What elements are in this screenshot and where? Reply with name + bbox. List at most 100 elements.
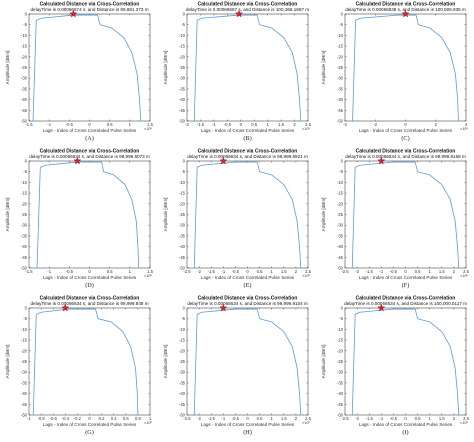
y-tick-label: -25 [179,359,186,364]
y-tick-label: -50 [337,119,344,124]
x-tick-label: -2 [197,269,201,274]
panel-caption: (C) [401,135,409,142]
y-tick-label: -5 [181,22,185,27]
y-tick-label: -5 [339,169,343,174]
x-exponent-label: ×10⁵ [144,127,152,131]
x-tick-label: -0.5 [232,416,240,421]
y-tick-label: -10 [337,33,344,38]
y-tick-label: -10 [337,180,344,185]
series-line [193,308,302,416]
plot-area [186,307,309,416]
x-tick-label: 2 [435,122,438,127]
x-tick-label: 0 [88,269,91,274]
chart-title: Calculated Distance via Cross-Correlatio… [198,2,298,8]
y-tick-label: -10 [21,180,28,185]
y-tick-label: -50 [179,413,186,418]
y-tick-label: -30 [21,370,28,375]
x-tick-label: 1 [266,122,269,127]
chart-panel: Calculated Distance via Cross-Correlatio… [0,147,158,294]
chart-panel: Calculated Distance via Cross-Correlatio… [158,147,316,294]
series-line [351,161,460,269]
y-tick-label: -10 [337,327,344,332]
x-tick-label: 0 [246,269,249,274]
x-tick-label: -0.5 [224,122,232,127]
y-tick-label: -25 [21,359,28,364]
y-tick-label: -35 [337,233,344,238]
peak-marker-star [377,156,386,165]
x-tick-label: 0 [404,122,407,127]
y-tick-label: -45 [337,402,344,407]
y-tick-label: -40 [21,244,28,249]
y-tick-label: -45 [21,255,28,260]
y-tick-label: -15 [337,338,344,343]
y-tick-label: -45 [179,108,186,113]
x-tick-label: -1.5 [208,269,216,274]
x-tick-label: -1 [212,122,216,127]
x-exponent-label: ×10⁵ [460,421,468,425]
x-tick-label: -2 [355,416,359,421]
y-tick-label: -15 [179,191,186,196]
x-tick-label: -0.6 [50,416,58,421]
x-tick-label: 2.5 [463,269,469,274]
series-line [193,14,302,122]
x-tick-label: -1 [379,416,383,421]
plot-area [28,307,151,416]
chart-svg: Calculated Distance via Cross-Correlatio… [163,296,312,437]
x-tick-label: 1 [129,122,132,127]
y-axis-label: Amplitude [dBm] [321,51,326,85]
x-tick-label: -2 [373,122,377,127]
x-tick-label: 0.5 [257,269,263,274]
chart-title: Calculated Distance via Cross-Correlatio… [40,296,140,302]
chart-panel: Calculated Distance via Cross-Correlatio… [158,0,316,147]
y-tick-label: -10 [21,33,28,38]
x-tick-label: 4 [465,122,468,127]
chart-subtitle: delayTime is 0.00066634 s, and Distance … [345,154,466,159]
plot-area [344,160,467,269]
y-tick-label: 0 [341,12,344,17]
chart-panel: Calculated Distance via Cross-Correlatio… [316,294,474,441]
x-tick-label: 0.5 [107,122,113,127]
y-tick-label: -40 [21,97,28,102]
peak-marker-star [235,9,243,18]
x-tick-label: -0.5 [66,269,74,274]
chart-svg: Calculated Distance via Cross-Correlatio… [5,296,152,437]
x-tick-label: -4 [343,122,347,127]
y-tick-label: -35 [179,86,186,91]
y-tick-label: 0 [183,12,186,17]
y-tick-label: -10 [179,33,186,38]
y-tick-label: -15 [21,44,28,49]
y-tick-label: -20 [21,348,28,353]
x-axis-label: Lags - Index of Cross Correlated Pulse S… [359,422,453,427]
x-tick-label: 0 [240,122,243,127]
y-tick-label: -5 [23,22,27,27]
x-tick-label: 2.5 [305,416,311,421]
y-tick-label: -30 [179,76,186,81]
panel-caption: (H) [243,429,252,436]
x-tick-label: -2.5 [183,416,191,421]
y-tick-label: -15 [179,338,186,343]
y-tick-label: 0 [25,159,28,164]
plot-area [186,160,309,269]
x-tick-label: -1 [47,122,51,127]
y-tick-label: -15 [179,44,186,49]
x-axis-label: Lags - Index of Cross Correlated Pulse S… [201,422,295,427]
plot-area [344,13,467,122]
x-tick-label: 2 [453,416,456,421]
chart-subtitle: delayTime is 0.00066634 s, and Distance … [29,154,150,159]
x-axis-label: Lags - Index of Cross Correlated Pulse S… [359,128,453,133]
chart-panel: Calculated Distance via Cross-Correlatio… [0,0,158,147]
chart-subtitle: delayTime is 0.00066634 s, and Distance … [187,154,308,159]
y-tick-label: 0 [25,12,28,17]
plot-area [186,13,309,122]
panel-caption: (E) [244,282,252,289]
y-tick-label: -35 [179,233,186,238]
x-tick-label: 0.8 [135,416,141,421]
y-tick-label: -45 [21,108,28,113]
y-axis-label: Amplitude [dBm] [163,345,168,379]
y-tick-label: -20 [179,348,186,353]
y-tick-label: -15 [21,338,28,343]
x-tick-label: 1 [271,416,274,421]
chart-title: Calculated Distance via Cross-Correlatio… [198,296,298,302]
chart-panel: Calculated Distance via Cross-Correlatio… [316,147,474,294]
